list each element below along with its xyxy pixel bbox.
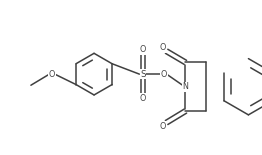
- Text: O: O: [49, 70, 55, 79]
- Text: O: O: [140, 94, 146, 103]
- Text: S: S: [140, 70, 145, 79]
- Text: O: O: [160, 43, 166, 52]
- Text: N: N: [182, 82, 188, 91]
- Text: O: O: [160, 122, 166, 131]
- Text: O: O: [140, 45, 146, 54]
- Text: O: O: [161, 70, 167, 79]
